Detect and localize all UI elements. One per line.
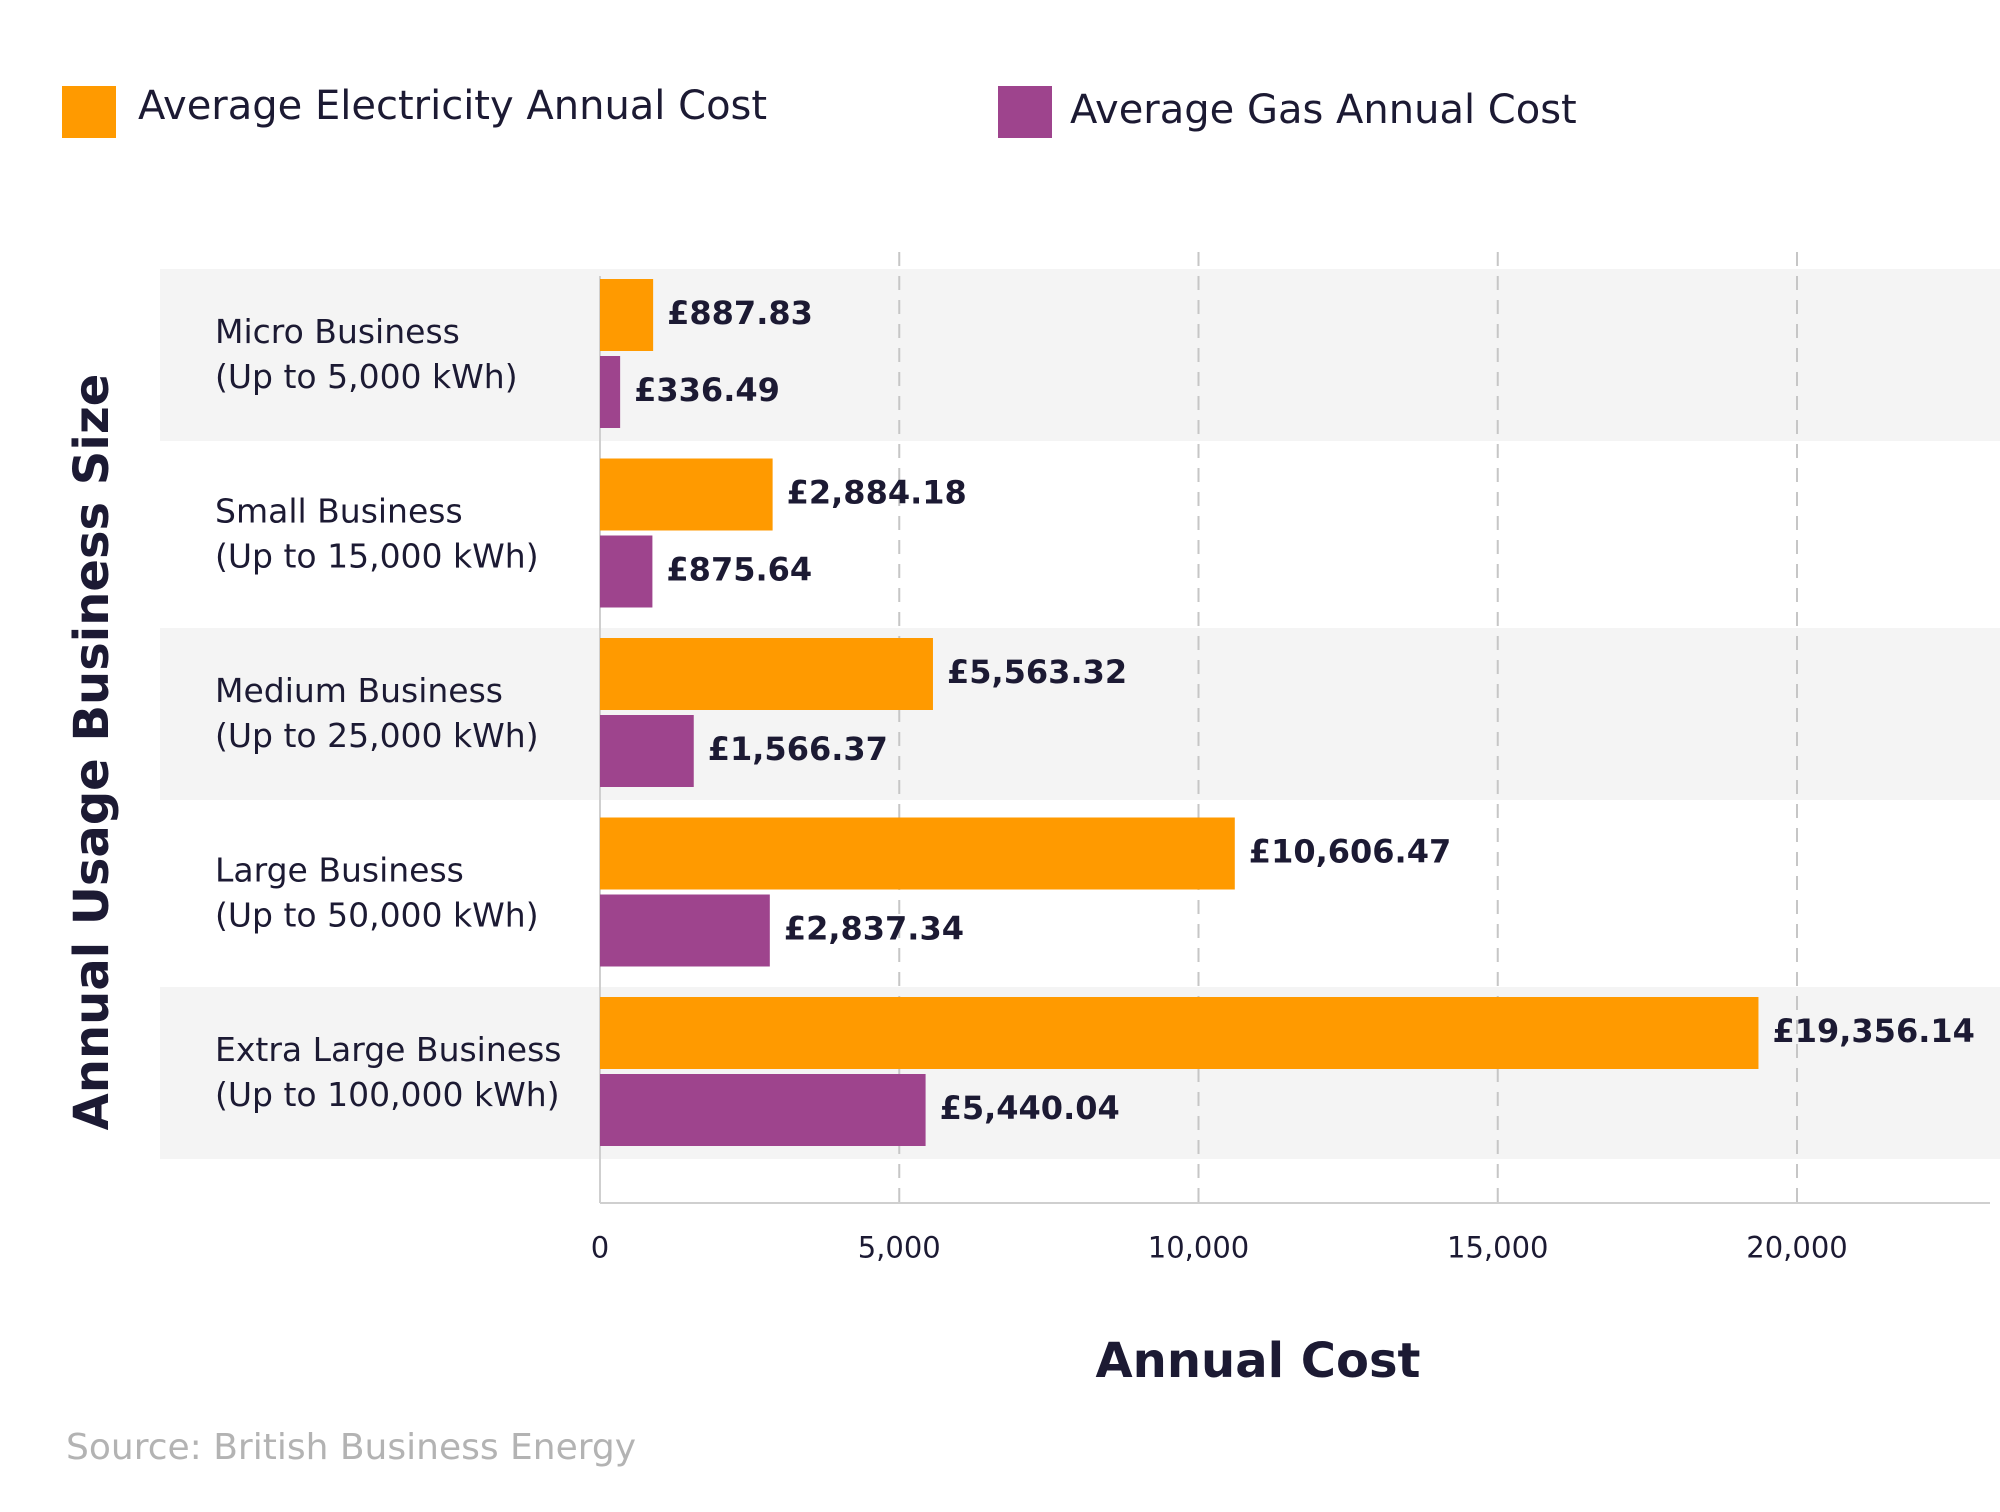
bar-value-label: £10,606.47: [1249, 833, 1451, 871]
legend-label: Average Gas Annual Cost: [1070, 87, 1577, 133]
x-tick-label: 15,000: [1447, 1231, 1548, 1265]
x-tick-label: 10,000: [1148, 1231, 1249, 1265]
category-labels: Micro Business (Up to 5,000 kWh) Small Bus…: [215, 312, 561, 1114]
bar-value-label: £1,566.37: [708, 730, 888, 768]
category-label: Small Business (Up to 15,000 kWh): [215, 491, 539, 575]
gas-bar: [600, 894, 770, 967]
row-band: [160, 628, 2000, 800]
x-axis-title: Annual Cost: [1096, 1333, 1421, 1389]
legend-swatch: [998, 86, 1052, 138]
legend-swatch: [62, 86, 116, 138]
electricity-bar: [600, 817, 1235, 890]
category-label: Large Business (Up to 50,000 kWh): [215, 850, 539, 934]
gas-bar: [600, 715, 694, 787]
row-band: [160, 269, 2000, 441]
category-label: Micro Business (Up to 5,000 kWh): [215, 312, 518, 396]
category-label: Medium Business (Up to 25,000 kWh): [215, 671, 539, 755]
category-label: Extra Large Business (Up to 100,000 kWh): [215, 1030, 561, 1114]
bar-value-label: £5,440.04: [940, 1089, 1120, 1127]
bar-value-label: £19,356.14: [1772, 1012, 1974, 1050]
gas-bar: [600, 356, 621, 428]
bar-value-label: £5,563.32: [947, 653, 1127, 691]
value-labels: £887.83 £2,884.18 £5,563.32 £10,606.47 £19,3…: [634, 294, 1975, 1127]
bar-value-label: £2,837.34: [784, 910, 964, 948]
legend: Average Electricity Annual Cost Average G…: [62, 83, 1577, 138]
gas-bar: [600, 535, 653, 608]
bars: [600, 279, 1759, 1146]
bar-value-label: £887.83: [667, 294, 813, 332]
bar-value-label: £875.64: [666, 551, 812, 589]
legend-label: Average Electricity Annual Cost: [138, 83, 767, 129]
x-tick-label: 20,000: [1746, 1231, 1847, 1265]
gas-bar: [600, 1074, 926, 1146]
electricity-bar: [600, 279, 654, 351]
electricity-bar: [600, 638, 933, 710]
electricity-bar: [600, 997, 1759, 1069]
x-tick-label: 5,000: [858, 1231, 941, 1265]
x-tick-label: 0: [591, 1231, 609, 1265]
electricity-bar: [600, 458, 773, 531]
x-axis: 0 5,000 10,000 15,000 20,000: [591, 276, 1990, 1265]
source-note: Source: British Business Energy: [66, 1427, 636, 1468]
y-axis-title: Annual Usage Business Size: [64, 374, 120, 1131]
bar-value-label: £2,884.18: [787, 474, 967, 512]
row-bands: [160, 269, 2000, 1159]
bar-value-label: £336.49: [634, 371, 780, 409]
